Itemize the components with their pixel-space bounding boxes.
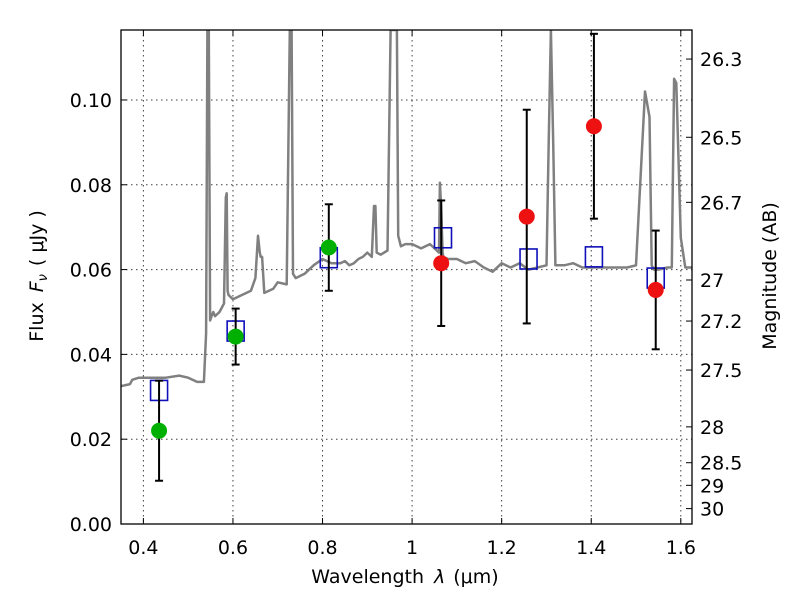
- x-tick-label: 0.4: [128, 537, 158, 559]
- mag-tick-label: 26.5: [700, 127, 742, 149]
- model-square-marker: [433, 226, 453, 249]
- y-axis-right-title: Magnitude (AB): [759, 202, 781, 350]
- mag-tick-label: 29: [700, 475, 724, 497]
- x-tick-label: 1.2: [487, 537, 517, 559]
- spectrum-layer: [121, 30, 692, 388]
- ticks: [121, 30, 692, 525]
- x-tick-label: 1.6: [666, 537, 696, 559]
- mag-tick-label: 30: [700, 499, 724, 521]
- x-axis-title: Wavelength λ (μm): [311, 566, 498, 588]
- y-tick-label: 0.08: [70, 175, 112, 197]
- mag-tick-label: 28.5: [700, 453, 742, 475]
- mag-tick-label: 27.5: [700, 360, 742, 382]
- observed-point-marker: [151, 422, 168, 439]
- observed-point-marker: [647, 281, 664, 298]
- observed-point-marker: [433, 255, 450, 272]
- mag-tick-label: 26.3: [700, 49, 742, 71]
- spectrum-line: [121, 30, 692, 388]
- observed-point-marker: [585, 118, 602, 135]
- mag-tick-label: 27.2: [700, 311, 742, 333]
- y-tick-label: 0.00: [70, 514, 112, 536]
- plot-frame: [120, 29, 693, 525]
- observed-point-marker: [320, 239, 337, 256]
- y-axis-title: FluxFν( μJy ): [26, 210, 51, 342]
- tick-labels: 0.4 0.6 0.8 1 1.2 1.4 1.6 0.00 0.02 0.04 0.06 0.08 0…: [70, 49, 743, 559]
- y-tick-label: 0.02: [70, 429, 112, 451]
- x-tick-label: 1: [406, 537, 418, 559]
- x-tick-label: 0.6: [218, 537, 248, 559]
- mag-tick-label: 26.7: [700, 192, 742, 214]
- observed-point-marker: [227, 328, 244, 345]
- y-tick-label: 0.06: [70, 260, 112, 282]
- model-square-marker: [519, 248, 538, 270]
- model-square-marker: [584, 246, 604, 268]
- x-tick-label: 0.8: [307, 537, 337, 559]
- observed-point-marker: [518, 208, 535, 225]
- mag-tick-label: 28: [700, 417, 724, 439]
- markers: [149, 32, 666, 482]
- x-tick-label: 1.4: [576, 537, 606, 559]
- mag-tick-label: 27: [700, 270, 724, 292]
- y-tick-label: 0.10: [70, 90, 112, 112]
- y-tick-label: 0.04: [70, 344, 112, 366]
